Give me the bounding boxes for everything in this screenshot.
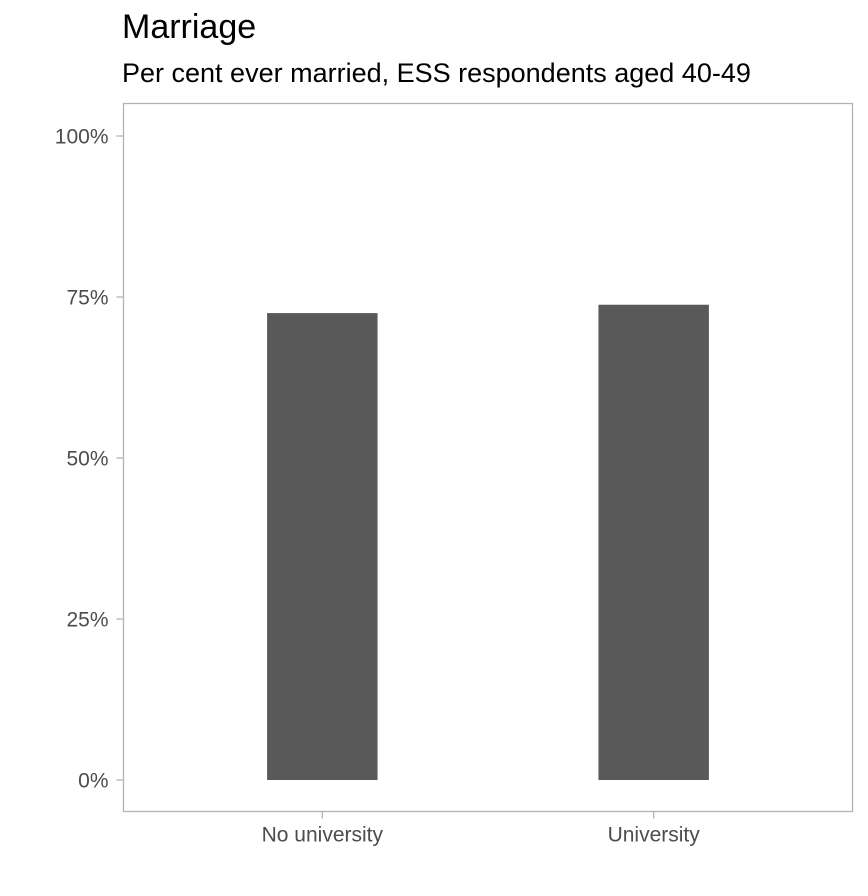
y-tick-label: 75%	[66, 287, 108, 310]
y-tick-label: 0%	[78, 770, 108, 793]
x-tick-label: No university	[262, 824, 384, 847]
y-tick-label: 25%	[66, 609, 108, 632]
bar-university	[598, 304, 709, 780]
y-tick-label: 100%	[55, 126, 109, 149]
x-tick-label: University	[608, 824, 701, 847]
chart-title: Marriage	[122, 8, 257, 46]
bar-no-university	[267, 313, 378, 780]
chart-subtitle: Per cent ever married, ESS respondents a…	[122, 58, 751, 88]
y-tick-label: 50%	[66, 448, 108, 471]
panel-border	[122, 102, 854, 813]
